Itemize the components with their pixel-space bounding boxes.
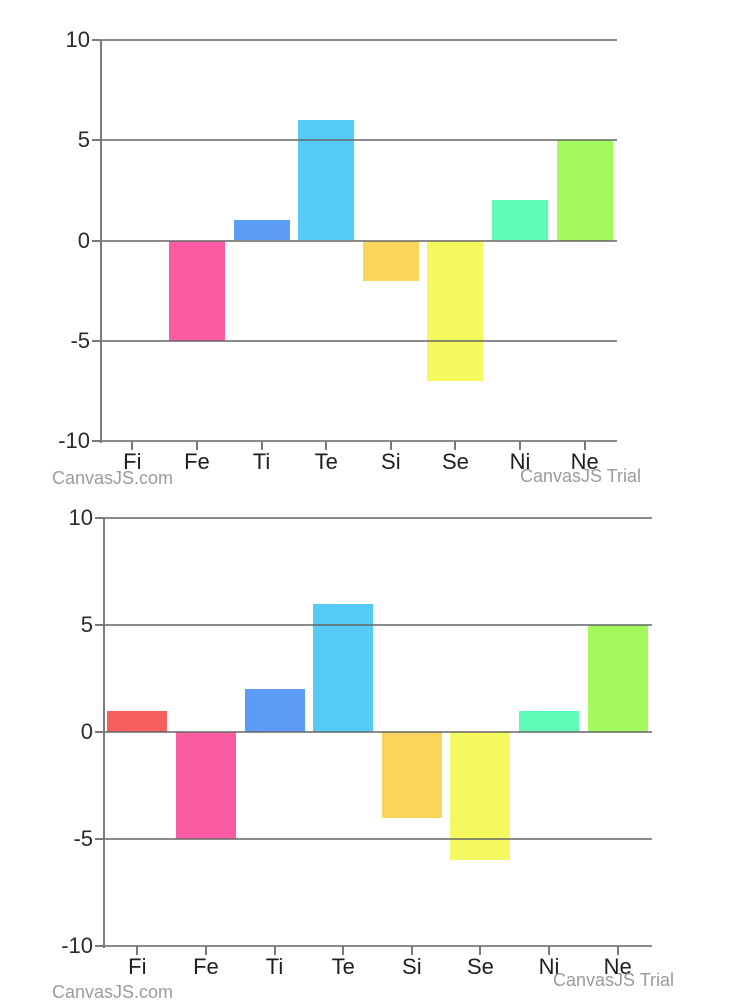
canvasjs-credit-link[interactable]: CanvasJS.com: [52, 982, 174, 1002]
x-axis-tick: [342, 946, 345, 955]
x-axis-label-fe: Fe: [184, 449, 210, 474]
y-axis-tick: [95, 945, 103, 947]
bar-te[interactable]: [298, 120, 355, 241]
bar-si[interactable]: [362, 240, 419, 281]
x-axis-label-fi: Fi: [128, 954, 147, 979]
bar-si[interactable]: [381, 732, 442, 818]
canvasjs-trial-watermark: CanvasJS Trial: [553, 970, 675, 990]
x-axis-tick: [136, 946, 139, 955]
x-axis-label-si: Si: [381, 449, 401, 474]
y-axis-label: -10: [58, 428, 90, 453]
x-axis-tick: [454, 441, 457, 450]
x-axis-label-fe: Fe: [193, 954, 219, 979]
x-axis-label-ni: Ni: [538, 954, 560, 979]
y-axis-label: 0: [80, 719, 93, 744]
y-axis-tick: [92, 139, 100, 142]
bar-ni[interactable]: [519, 710, 580, 732]
gridline-0: [103, 731, 652, 733]
x-axis-tick: [131, 441, 134, 450]
bar-ne[interactable]: [556, 140, 613, 241]
y-axis-tick: [95, 731, 103, 733]
gridline-5: [103, 624, 652, 626]
y-axis-label: -5: [70, 327, 90, 353]
x-axis-label-se: Se: [466, 954, 494, 979]
x-axis-tick: [204, 946, 207, 955]
x-axis-label-fi: Fi: [123, 449, 142, 474]
gridline--5: [100, 339, 617, 342]
x-axis-tick: [410, 946, 413, 955]
x-axis-label-ti: Ti: [265, 954, 284, 979]
canvasjs-credit-link[interactable]: CanvasJS.com: [52, 468, 174, 488]
bar-ne[interactable]: [587, 625, 648, 732]
x-axis-tick: [260, 441, 263, 450]
x-axis-tick: [325, 441, 328, 450]
bar-ni[interactable]: [492, 200, 549, 241]
x-axis-label-ne: Ne: [603, 954, 632, 979]
bar-fe[interactable]: [175, 732, 236, 839]
bar-fe[interactable]: [168, 240, 225, 341]
y-axis-line: [100, 40, 102, 443]
y-axis-label: 0: [77, 227, 90, 253]
x-axis-label-ne: Ne: [570, 449, 599, 474]
y-axis-tick: [95, 624, 103, 626]
x-axis-tick: [195, 441, 198, 450]
y-axis-tick: [95, 838, 103, 840]
x-axis-tick: [519, 441, 522, 450]
y-axis-label: 5: [77, 127, 90, 153]
y-axis-label: 5: [80, 612, 93, 637]
x-axis-label-te: Te: [331, 954, 355, 979]
x-axis-tick: [273, 946, 276, 955]
y-axis-tick: [92, 339, 100, 342]
gridline--10: [103, 945, 652, 947]
canvasjs-trial-watermark: CanvasJS Trial: [520, 466, 642, 486]
gridline--5: [103, 838, 652, 840]
y-axis-tick: [92, 239, 100, 242]
gridline--10: [100, 440, 617, 442]
x-axis-label-ni: Ni: [509, 449, 531, 474]
y-axis-tick: [95, 517, 103, 519]
y-axis-label: 10: [65, 27, 90, 52]
x-axis-label-te: Te: [314, 449, 338, 474]
x-axis-tick: [583, 441, 586, 450]
y-axis-line: [103, 518, 105, 948]
x-axis-tick: [616, 946, 619, 955]
gridline-10: [103, 517, 652, 519]
gridline-10: [100, 39, 617, 41]
bar-ti[interactable]: [233, 220, 290, 241]
y-axis-tick: [92, 440, 100, 442]
bar-fi[interactable]: [107, 710, 168, 732]
bar-ti[interactable]: [244, 689, 305, 732]
gridline-0: [100, 239, 617, 242]
bar-se[interactable]: [450, 732, 511, 861]
gridline-5: [100, 139, 617, 142]
x-axis-label-se: Se: [441, 449, 469, 474]
x-axis-tick: [548, 946, 551, 955]
x-axis-tick: [389, 441, 392, 450]
x-axis-label-ti: Ti: [252, 449, 271, 474]
x-axis-tick: [479, 946, 482, 955]
y-axis-label: 10: [68, 505, 93, 530]
y-axis-tick: [92, 39, 100, 41]
bar-se[interactable]: [427, 240, 484, 381]
bar-te[interactable]: [313, 603, 374, 732]
y-axis-label: -5: [73, 826, 93, 851]
x-axis-label-si: Si: [402, 954, 422, 979]
y-axis-label: -10: [61, 933, 93, 958]
